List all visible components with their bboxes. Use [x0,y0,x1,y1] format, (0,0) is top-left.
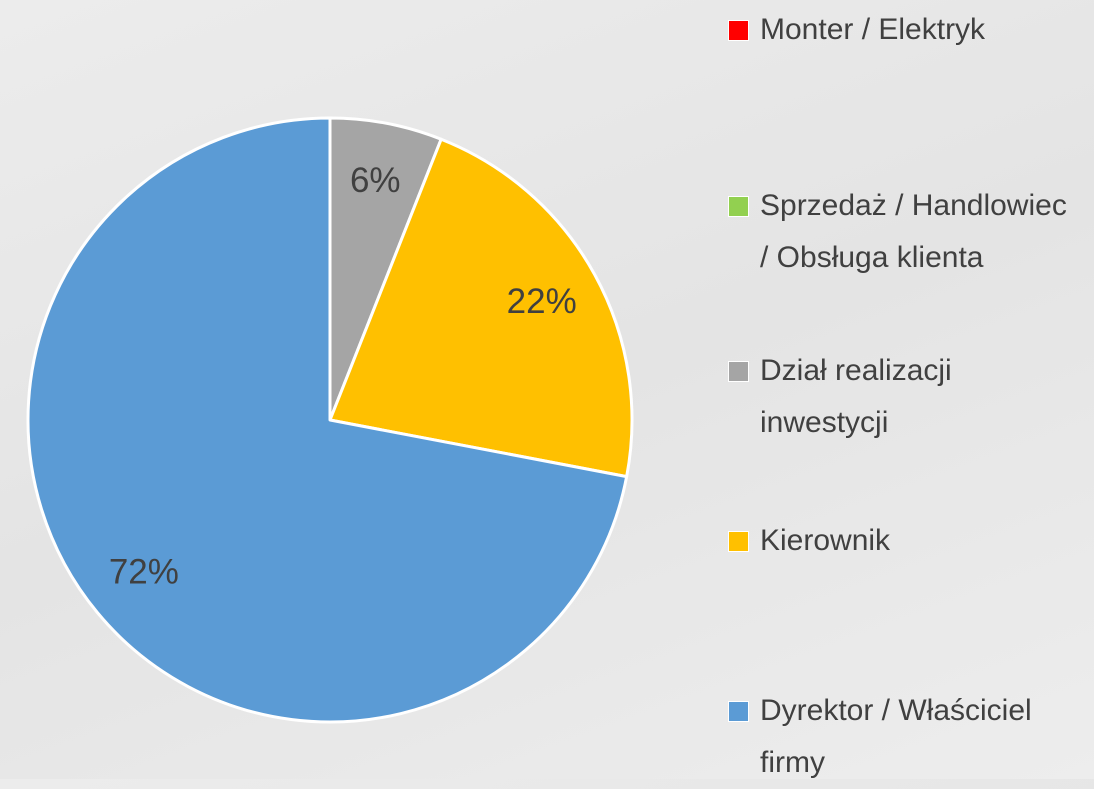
legend-label: Dyrektor / Właściciel firmy [760,694,1032,779]
legend-item: Sprzedaż / Handlowiec / Obsługa klienta [728,180,1068,284]
data-label: 22% [507,282,577,321]
legend-label: Sprzedaż / Handlowiec / Obsługa klienta [760,189,1067,274]
data-label: 72% [109,552,179,591]
pie-slice [26,116,629,724]
legend-item: Dział realizacji inwestycji [728,345,1068,449]
legend-label: Dział realizacji inwestycji [760,354,952,439]
pie-slice [328,137,634,479]
data-label: 6% [350,161,401,200]
legend-item: Dyrektor / Właściciel firmy [728,685,1068,789]
legend-label: Kierownik [760,524,891,557]
legend-swatch [728,531,749,552]
legend-swatch [728,361,749,382]
legend-swatch [728,196,749,217]
legend-swatch [728,20,749,41]
legend-swatch [728,701,749,722]
legend-item: Monter / Elektryk [728,4,1068,56]
legend-item: Kierownik [728,515,1068,567]
chart: 6% 22% 72% [26,116,634,724]
legend-label: Monter / Elektryk [760,13,986,46]
